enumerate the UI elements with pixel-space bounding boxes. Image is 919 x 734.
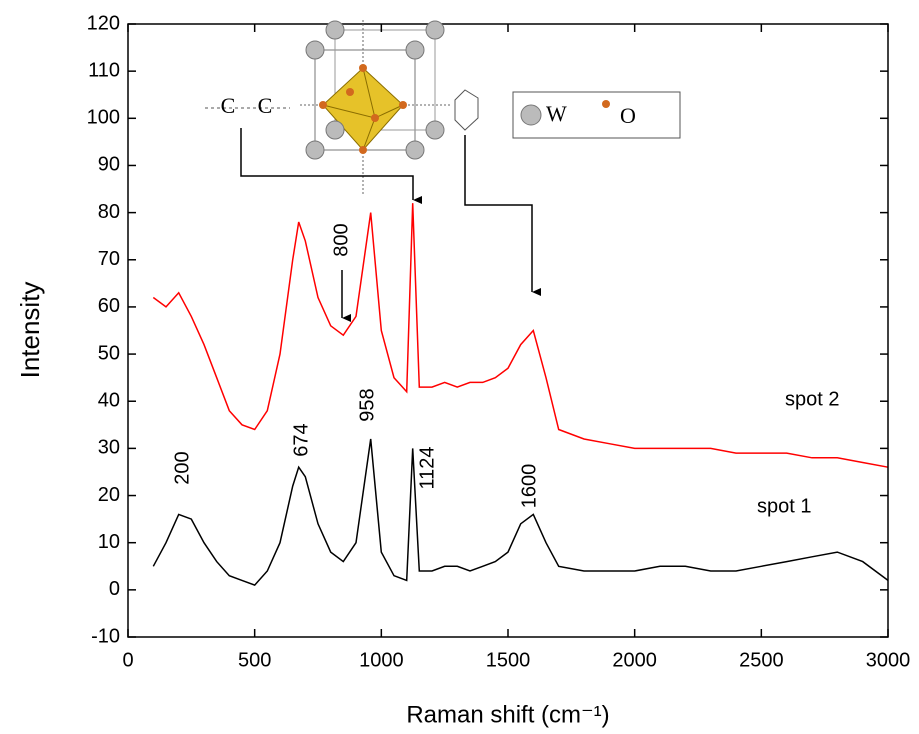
inset: C C W O xyxy=(205,20,681,296)
series-line xyxy=(152,438,889,586)
atom-label: C xyxy=(221,93,236,118)
x-tick-label: 2500 xyxy=(739,649,784,671)
arrow xyxy=(464,135,541,296)
y-tick-label: 120 xyxy=(87,12,120,34)
plot-area xyxy=(152,203,889,586)
peak-label: 1600 xyxy=(518,464,540,509)
y-tick-label: 60 xyxy=(98,295,120,317)
x-tick-label: 1500 xyxy=(486,649,531,671)
y-tick-label: 80 xyxy=(98,201,120,223)
w-atoms xyxy=(305,20,445,160)
y-tick-label: 110 xyxy=(88,59,120,81)
arrow xyxy=(240,128,422,204)
x-axis-title: Raman shift (cm⁻¹) xyxy=(406,701,609,728)
series-label: spot 1 xyxy=(757,495,811,517)
x-tick-label: 1000 xyxy=(359,649,404,671)
x-tick-label: 2000 xyxy=(612,649,657,671)
y-tick-label: 0 xyxy=(109,578,120,600)
y-tick-label: 90 xyxy=(98,154,120,176)
legend-label: O xyxy=(620,103,636,128)
y-tick-label: 70 xyxy=(98,248,120,270)
y-axis-title: Intensity xyxy=(15,282,45,379)
legend-w-marker xyxy=(520,104,542,126)
y-tick-label: 40 xyxy=(98,390,120,412)
y-tick-label: 100 xyxy=(87,107,120,129)
x-tick-label: 0 xyxy=(122,649,133,671)
ring xyxy=(454,89,479,131)
peak-label: 674 xyxy=(290,423,312,456)
y-tick-label: 50 xyxy=(98,342,120,364)
o-atoms xyxy=(319,64,407,154)
peak-label: 800 xyxy=(330,223,352,256)
x-tick-label: 500 xyxy=(238,649,271,671)
plot-frame xyxy=(127,23,889,638)
x-tick-label: 3000 xyxy=(866,649,911,671)
peak-label: 958 xyxy=(356,388,378,421)
y-tick-label: -10 xyxy=(91,625,120,647)
atom-label: C xyxy=(258,93,273,118)
y-tick-label: 20 xyxy=(98,484,120,506)
cube xyxy=(334,29,436,131)
y-tick-label: 10 xyxy=(98,531,120,553)
inset-legend xyxy=(512,91,681,139)
legend-label: W xyxy=(546,101,567,126)
legend-o-marker xyxy=(602,100,610,108)
series-line xyxy=(152,203,889,468)
peak-label: 200 xyxy=(171,451,193,484)
y-tick-label: 30 xyxy=(98,437,120,459)
peak-label: 1124 xyxy=(416,446,438,489)
series-label: spot 2 xyxy=(785,388,839,410)
